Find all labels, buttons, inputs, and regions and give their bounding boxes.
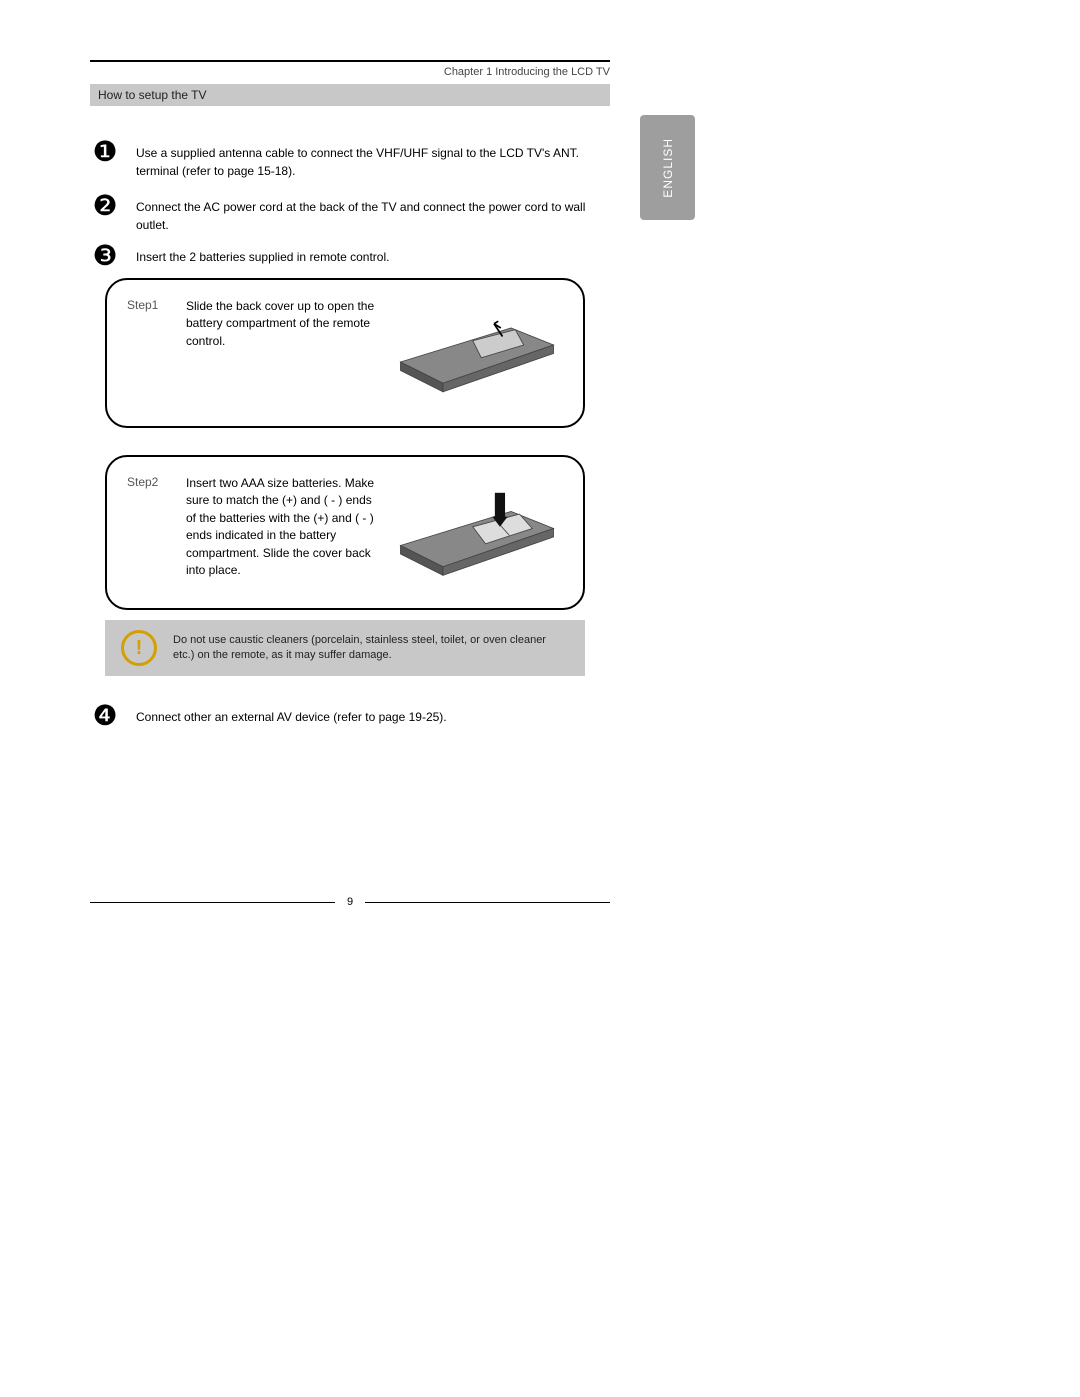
step-text: Connect the AC power cord at the back of… <box>136 192 610 234</box>
setup-step-1: ❶ Use a supplied antenna cable to connec… <box>90 138 610 180</box>
remote-insert-batteries-illustration <box>390 475 563 590</box>
rule-left <box>90 902 335 903</box>
step-number-icon: ❹ <box>90 702 120 732</box>
step-number-icon: ❸ <box>90 242 120 272</box>
page-number: 9 <box>335 896 365 908</box>
illustration-step-label: Step2 <box>127 475 172 590</box>
setup-step-3: ❸ Insert the 2 batteries supplied in rem… <box>90 242 610 272</box>
step-text: Use a supplied antenna cable to connect … <box>136 138 610 180</box>
illustration-text: Insert two AAA size batteries. Make sure… <box>186 475 376 590</box>
warning-icon: ! <box>121 630 157 666</box>
caution-box: ! Do not use caustic cleaners (porcelain… <box>105 620 585 676</box>
illustration-step-label: Step1 <box>127 298 172 408</box>
illustration-box-2: Step2 Insert two AAA size batteries. Mak… <box>105 455 585 610</box>
rule-right <box>365 902 610 903</box>
setup-step-2: ❷ Connect the AC power cord at the back … <box>90 192 610 234</box>
illustration-text: Slide the back cover up to open the batt… <box>186 298 376 408</box>
chapter-label: Chapter 1 Introducing the LCD TV <box>90 66 610 78</box>
footer-rule: 9 <box>90 896 610 908</box>
section-title-bar: How to setup the TV <box>90 84 610 106</box>
caution-text: Do not use caustic cleaners (porcelain, … <box>173 633 569 664</box>
top-rule <box>90 60 610 62</box>
step-number-icon: ❷ <box>90 192 120 222</box>
section-title: How to setup the TV <box>98 88 207 102</box>
step-text: Connect other an external AV device (ref… <box>136 702 610 732</box>
step-text: Insert the 2 batteries supplied in remot… <box>136 242 610 272</box>
language-label: ENGLISH <box>661 138 675 198</box>
step-number-icon: ❶ <box>90 138 120 168</box>
illustration-box-1: Step1 Slide the back cover up to open th… <box>105 278 585 428</box>
manual-page: Chapter 1 Introducing the LCD TV How to … <box>0 0 1080 1397</box>
remote-open-cover-illustration <box>390 298 563 408</box>
language-tab: ENGLISH <box>640 115 695 220</box>
setup-step-4: ❹ Connect other an external AV device (r… <box>90 702 610 732</box>
